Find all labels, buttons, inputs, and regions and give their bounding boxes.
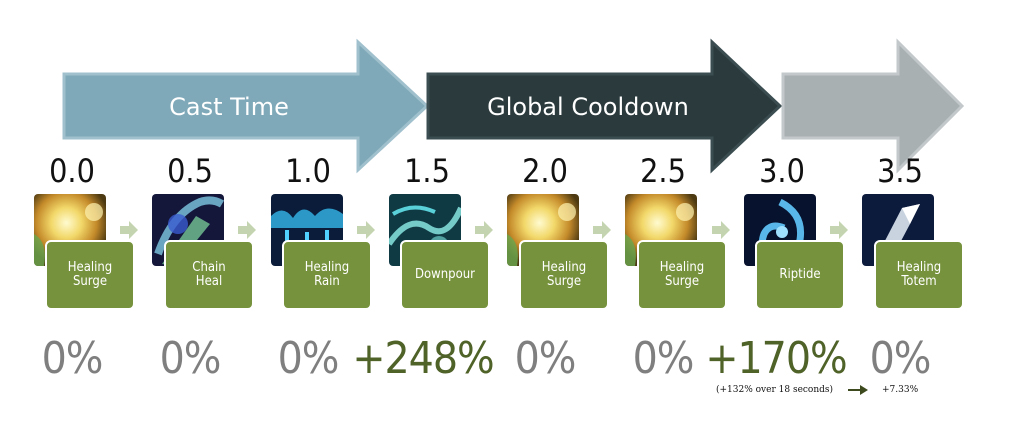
global-cooldown-arrow	[426, 38, 783, 174]
spell-card: Downpour	[400, 240, 490, 310]
time-label: 2.5	[640, 152, 686, 190]
next-phase-arrow	[781, 38, 965, 174]
percent-gain: 0%	[159, 333, 222, 384]
percent-gain: 0%	[632, 333, 695, 384]
percent-gain: +248%	[352, 333, 494, 384]
time-label: 1.5	[404, 152, 450, 190]
percent-gain: 0%	[869, 333, 932, 384]
next-arrow-icon	[357, 221, 375, 239]
next-arrow-icon	[593, 221, 611, 239]
phase-arrows: Cast Time Global Cooldown	[62, 38, 965, 174]
spell-card: Healing Surge	[519, 240, 609, 310]
percent-gain: 0%	[514, 333, 577, 384]
riptide-over-time-note: (+132% over 18 seconds)	[716, 385, 834, 395]
time-label: 0.0	[49, 152, 95, 190]
percent-gain: 0%	[41, 333, 104, 384]
result-arrow-icon	[848, 385, 868, 395]
spell-card: Healing Surge	[45, 240, 135, 310]
next-arrow-icon	[712, 221, 730, 239]
time-label: 2.0	[522, 152, 568, 190]
spell-card: Healing Rain	[282, 240, 372, 310]
time-label: 1.0	[285, 152, 331, 190]
result-note: +7.33%	[882, 385, 919, 395]
cast-time-arrow	[62, 38, 430, 174]
percent-gain: +170%	[705, 333, 847, 384]
next-arrow-icon	[475, 221, 493, 239]
cast-time-label: Cast Time	[169, 93, 289, 121]
next-arrow-icon	[120, 221, 138, 239]
spell-card: Riptide	[755, 240, 845, 310]
global-cooldown-label: Global Cooldown	[487, 93, 689, 121]
time-label: 3.5	[877, 152, 923, 190]
time-label: 3.0	[759, 152, 805, 190]
spell-card: Chain Heal	[164, 240, 254, 310]
percent-gain: 0%	[277, 333, 340, 384]
next-arrow-icon	[830, 221, 848, 239]
spell-card: Healing Totem	[874, 240, 964, 310]
next-arrow-icon	[238, 221, 256, 239]
time-label: 0.5	[167, 152, 213, 190]
spell-card: Healing Surge	[637, 240, 727, 310]
